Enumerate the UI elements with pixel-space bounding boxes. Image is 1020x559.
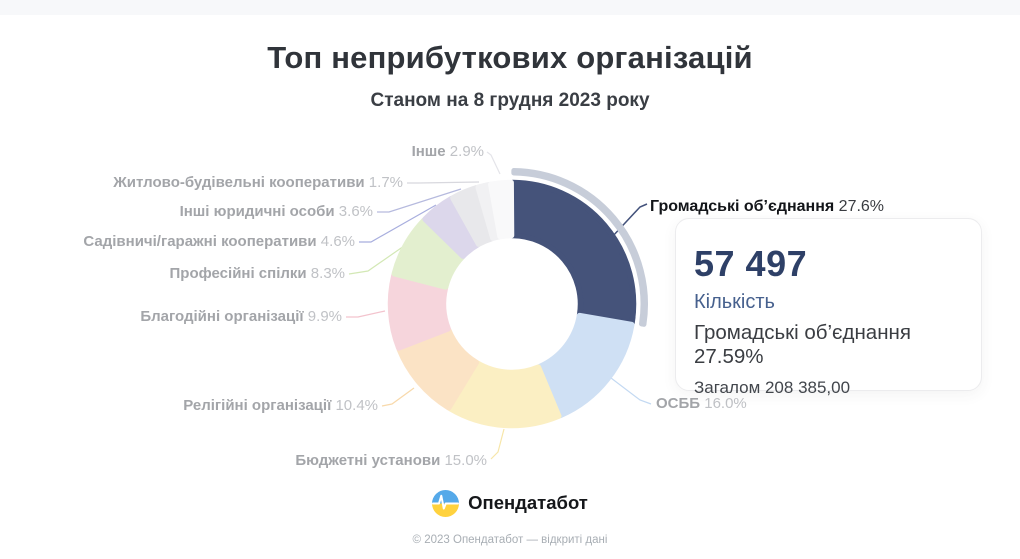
chart-label-5: Професійні спілки 8.3% xyxy=(169,265,346,282)
top-strip xyxy=(0,0,1020,15)
brand-name: Опендатабот xyxy=(468,492,588,513)
leader-line-7 xyxy=(377,188,462,213)
tooltip-item-text: Громадські об’єднання 27.59% xyxy=(694,321,911,368)
leader-line-6 xyxy=(359,204,437,243)
tooltip-value-label: Кількість xyxy=(694,291,775,313)
leader-line-8 xyxy=(407,181,480,184)
chart-label-6: Садівничі/гаражні кооперативи 4.6% xyxy=(83,233,355,250)
chart-label-4: Благодійні організації 9.9% xyxy=(140,308,342,325)
logo-blue-half xyxy=(432,489,460,503)
chart-label-7: Інші юридичні особи 3.6% xyxy=(179,203,373,220)
leader-line-4 xyxy=(346,310,386,318)
pie-slice-0[interactable] xyxy=(509,179,637,326)
chart-label-0: Громадські об’єднання 27.6% xyxy=(650,198,885,215)
tooltip-card: 57 497 Кількість Громадські об’єднання 2… xyxy=(675,218,982,397)
footer-copyright: © 2023 Опендатабот — відкриті дані xyxy=(412,534,608,546)
pie-slice-9[interactable] xyxy=(488,179,515,240)
page-subtitle: Станом на 8 грудня 2023 року xyxy=(370,90,650,111)
tooltip-value: 57 497 xyxy=(694,243,808,284)
tooltip-total-text: Загалом 208 385,00 xyxy=(694,378,851,397)
chart-label-1: ОСББ 16.0% xyxy=(656,395,747,412)
selected-slice-highlight-arc xyxy=(511,168,648,327)
opendatabot-logo-icon xyxy=(432,489,460,517)
leader-line-5 xyxy=(348,245,405,275)
chart-label-8: Житлово-будівельні кооперативи 1.7% xyxy=(113,174,403,191)
logo-yellow-half xyxy=(432,503,460,517)
chart-label-9: Інше 2.9% xyxy=(411,143,484,160)
leader-line-3 xyxy=(381,387,415,407)
leader-line-9 xyxy=(486,151,501,175)
page-title: Топ неприбуткових організацій xyxy=(267,40,753,75)
leader-line-1 xyxy=(610,377,652,405)
chart-label-2: Бюджетні установи 15.0% xyxy=(295,452,487,469)
logo-pulse-line xyxy=(432,494,460,509)
leader-line-2 xyxy=(490,428,505,460)
chart-label-3: Релігійні організації 10.4% xyxy=(183,397,378,414)
footer-brand: Опендатабот xyxy=(0,489,1020,517)
